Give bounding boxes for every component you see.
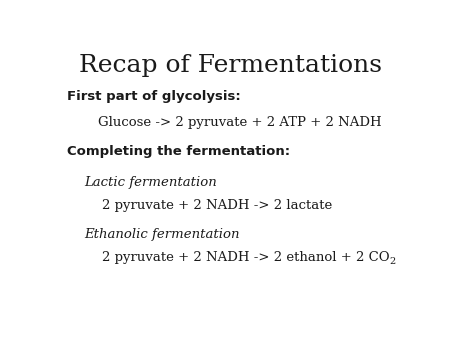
Text: Completing the fermentation:: Completing the fermentation:: [67, 145, 290, 158]
Text: First part of glycolysis:: First part of glycolysis:: [67, 90, 240, 103]
Text: Lactic fermentation: Lactic fermentation: [84, 176, 217, 189]
Text: 2 pyruvate + 2 NADH -> 2 ethanol + 2 CO: 2 pyruvate + 2 NADH -> 2 ethanol + 2 CO: [102, 251, 389, 264]
Text: Ethanolic fermentation: Ethanolic fermentation: [84, 228, 240, 241]
Text: Glucose -> 2 pyruvate + 2 ATP + 2 NADH: Glucose -> 2 pyruvate + 2 ATP + 2 NADH: [98, 116, 382, 129]
Text: 2 pyruvate + 2 NADH -> 2 lactate: 2 pyruvate + 2 NADH -> 2 lactate: [102, 199, 332, 212]
Text: Recap of Fermentations: Recap of Fermentations: [79, 54, 382, 77]
Text: 2: 2: [389, 257, 396, 266]
